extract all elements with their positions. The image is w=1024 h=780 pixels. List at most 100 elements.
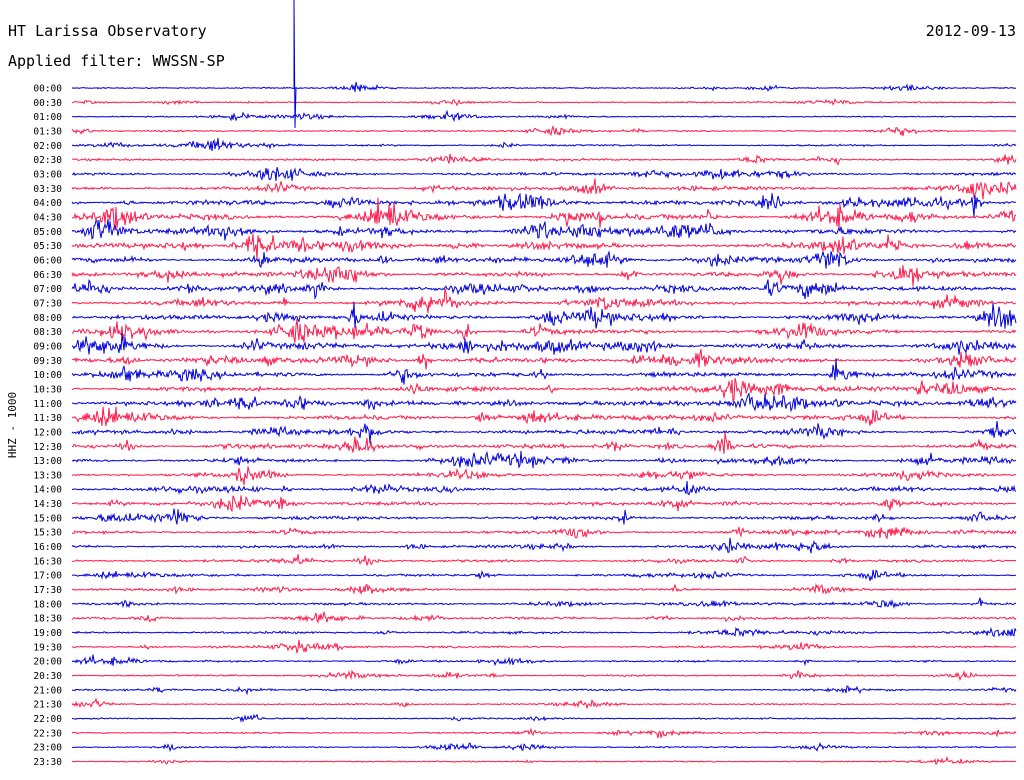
trace-row-0230 xyxy=(71,153,1017,166)
trace-row-2330 xyxy=(71,755,1017,766)
trace-row-1230 xyxy=(71,432,1017,454)
station-title: HT Larissa Observatory xyxy=(8,22,207,40)
time-label-0500: 05:00 xyxy=(33,227,62,238)
trace-row-0030 xyxy=(72,98,1017,107)
time-label-1200: 12:00 xyxy=(33,427,62,438)
time-label-1630: 16:30 xyxy=(33,556,62,567)
trace-row-0830 xyxy=(71,318,1017,343)
time-label-1800: 18:00 xyxy=(33,599,62,610)
trace-row-1900 xyxy=(71,626,1017,638)
trace-row-1330 xyxy=(71,466,1016,485)
time-label-0530: 05:30 xyxy=(33,241,62,252)
trace-row-1500 xyxy=(71,508,1017,525)
time-label-2300: 23:00 xyxy=(33,743,62,754)
time-label-1230: 12:30 xyxy=(33,442,62,453)
time-label-0030: 00:30 xyxy=(33,98,62,109)
time-label-2130: 21:30 xyxy=(33,700,62,711)
time-label-1000: 10:00 xyxy=(33,370,62,381)
time-label-0630: 06:30 xyxy=(33,270,62,281)
trace-row-2000 xyxy=(71,654,1017,667)
time-label-0200: 02:00 xyxy=(33,141,62,152)
time-label-1830: 18:30 xyxy=(33,614,62,625)
trace-row-0800 xyxy=(71,302,1017,329)
time-label-2230: 22:30 xyxy=(33,728,62,739)
time-label-0330: 03:30 xyxy=(33,184,62,195)
time-label-2100: 21:00 xyxy=(33,685,62,696)
trace-row-2200 xyxy=(71,713,1016,723)
trace-row-0500 xyxy=(71,218,1017,241)
trace-row-1100 xyxy=(71,392,1017,413)
trace-row-0930 xyxy=(71,349,1017,370)
trace-row-0730 xyxy=(71,288,1017,313)
time-label-0830: 08:30 xyxy=(33,327,62,338)
trace-row-1800 xyxy=(71,597,1017,609)
time-label-1300: 13:00 xyxy=(33,456,62,467)
trace-row-0330 xyxy=(71,178,1017,200)
trace-row-1630 xyxy=(71,554,1017,566)
trace-row-1030 xyxy=(71,377,1017,403)
trace-row-2100 xyxy=(71,685,1017,696)
trace-row-1000 xyxy=(71,358,1017,385)
trace-row-0300 xyxy=(71,167,1017,181)
time-label-0130: 01:30 xyxy=(33,126,62,137)
trace-row-0900 xyxy=(71,333,1017,355)
time-label-1430: 14:30 xyxy=(33,499,62,510)
trace-row-2030 xyxy=(71,669,1017,682)
trace-row-1430 xyxy=(72,495,1017,513)
time-label-1330: 13:30 xyxy=(33,470,62,481)
trace-row-0430 xyxy=(71,197,1017,231)
event-spike xyxy=(293,0,297,129)
time-label-1500: 15:00 xyxy=(33,513,62,524)
seismic-traces xyxy=(71,0,1017,766)
time-label-1930: 19:30 xyxy=(33,642,62,653)
filter-label: Applied filter: WWSSN-SP xyxy=(8,52,225,70)
trace-row-0200 xyxy=(71,137,1017,152)
trace-row-1130 xyxy=(71,406,1017,426)
time-label-2000: 20:00 xyxy=(33,657,62,668)
time-label-0930: 09:30 xyxy=(33,356,62,367)
trace-row-0400 xyxy=(71,192,1017,217)
trace-row-1300 xyxy=(71,450,1017,469)
time-label-1100: 11:00 xyxy=(33,399,62,410)
time-label-0000: 00:00 xyxy=(33,84,62,95)
time-label-0400: 04:00 xyxy=(33,198,62,209)
channel-axis-label: HHZ - 1000 xyxy=(6,392,19,458)
trace-row-2300 xyxy=(71,741,1017,753)
time-label-0300: 03:00 xyxy=(33,169,62,180)
time-label-1030: 10:30 xyxy=(33,384,62,395)
trace-row-0630 xyxy=(71,265,1017,287)
time-label-0900: 09:00 xyxy=(33,341,62,352)
time-label-1600: 16:00 xyxy=(33,542,62,553)
trace-row-0700 xyxy=(71,279,1017,300)
trace-row-0530 xyxy=(71,233,1017,261)
time-label-2030: 20:30 xyxy=(33,671,62,682)
trace-row-0000 xyxy=(71,81,1017,92)
trace-row-1930 xyxy=(71,639,1017,654)
trace-row-1830 xyxy=(71,611,1017,624)
time-label-0430: 04:30 xyxy=(33,212,62,223)
time-label-0600: 06:00 xyxy=(33,255,62,266)
time-label-1400: 14:00 xyxy=(33,485,62,496)
time-tick-labels: 00:00 00:30 01:00 01:30 02:00 02:30 03:00 03:30… xyxy=(33,84,62,769)
time-label-1700: 17:00 xyxy=(33,571,62,582)
time-label-0700: 07:00 xyxy=(33,284,62,295)
trace-row-1400 xyxy=(71,481,1017,496)
time-label-2330: 23:30 xyxy=(33,757,62,768)
time-label-1900: 19:00 xyxy=(33,628,62,639)
trace-row-0130 xyxy=(71,124,1017,137)
trace-row-1200 xyxy=(71,421,1017,444)
time-label-0230: 02:30 xyxy=(33,155,62,166)
time-label-1730: 17:30 xyxy=(33,585,62,596)
time-label-0100: 01:00 xyxy=(33,112,62,123)
time-label-1530: 15:30 xyxy=(33,528,62,539)
trace-row-0100 xyxy=(72,109,1017,123)
time-label-0730: 07:30 xyxy=(33,298,62,309)
time-label-1130: 11:30 xyxy=(33,413,62,424)
time-label-0800: 08:00 xyxy=(33,313,62,324)
trace-row-1600 xyxy=(71,537,1017,554)
trace-row-0600 xyxy=(71,250,1017,269)
trace-row-1730 xyxy=(71,582,1017,595)
trace-row-1530 xyxy=(71,526,1017,539)
trace-row-2230 xyxy=(71,727,1017,739)
